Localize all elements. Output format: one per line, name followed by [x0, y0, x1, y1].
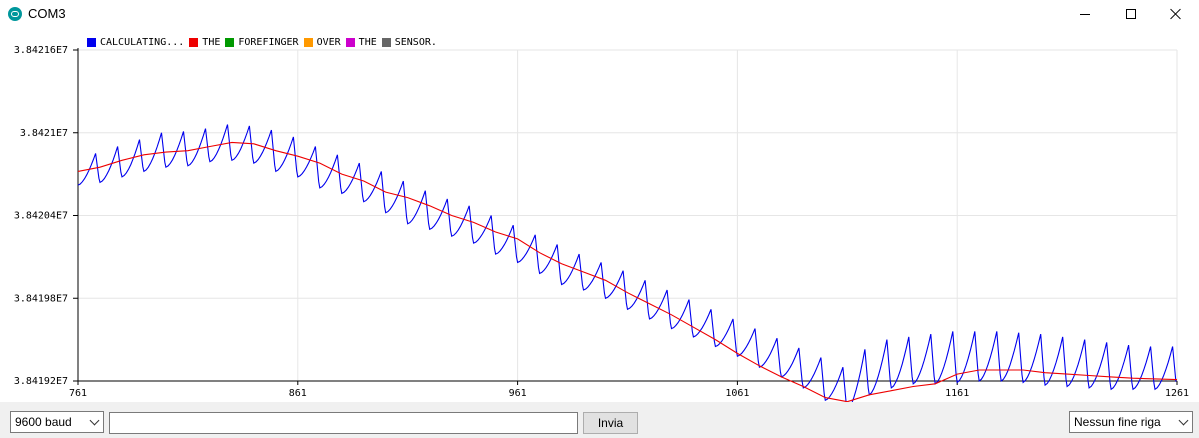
plot-area: 3.84216E7 3.8421E7 3.84204E7 3.84198E7 3.841…	[14, 45, 1189, 402]
series-lines	[77, 124, 1178, 402]
bottom-bar: 9600 baud Invia Nessun fine riga	[0, 402, 1199, 438]
legend-swatch	[345, 38, 355, 47]
y-tick-label: 3.8421E7	[20, 128, 68, 139]
line-ending-select[interactable]: Nessun fine riga	[1069, 411, 1193, 433]
series-line-calculating	[77, 124, 1177, 402]
window-title: COM3	[28, 6, 66, 21]
series-line-the	[77, 141, 1178, 402]
legend: CALCULATING... THE FOREFINGER OVER THE SENSOR…	[87, 37, 442, 48]
chevron-down-icon	[89, 415, 100, 426]
y-tick-label: 3.84192E7	[14, 376, 68, 387]
legend-swatch	[225, 38, 235, 47]
serial-plotter: 3.84216E7 3.8421E7 3.84204E7 3.84198E7 3.841…	[0, 28, 1199, 402]
x-tick-label: 861	[289, 388, 307, 399]
y-tick-labels: 3.84216E7 3.8421E7 3.84204E7 3.84198E7 3.841…	[14, 45, 68, 387]
line-ending-value: Nessun fine riga	[1074, 415, 1161, 429]
chevron-down-icon	[1178, 415, 1189, 426]
x-tick-label: 1161	[945, 388, 969, 399]
legend-label: CALCULATING...	[100, 37, 185, 48]
y-tick-label: 3.84204E7	[14, 211, 68, 222]
minimize-button[interactable]	[1062, 0, 1108, 28]
legend-swatch	[87, 38, 96, 47]
minimize-icon	[1080, 13, 1090, 15]
y-tick-label: 3.84216E7	[14, 45, 68, 56]
close-button[interactable]	[1153, 0, 1199, 28]
x-tick-labels: 761 861 961 1061 1161 1261	[69, 388, 1189, 399]
title-bar: COM3	[0, 0, 1199, 28]
x-tick-label: 961	[509, 388, 527, 399]
legend-label: OVER	[316, 37, 341, 48]
x-tick-label: 1261	[1165, 388, 1189, 399]
legend-item: CALCULATING...	[87, 37, 184, 48]
legend-item: THE	[345, 37, 377, 48]
baud-rate-select[interactable]: 9600 baud	[10, 411, 104, 433]
x-tick-label: 761	[69, 388, 87, 399]
legend-swatch	[303, 38, 313, 47]
baud-rate-value: 9600 baud	[15, 415, 72, 429]
legend-item: OVER	[303, 37, 341, 48]
legend-label: SENSOR.	[394, 37, 437, 48]
legend-label: THE	[202, 37, 221, 48]
legend-item: THE	[189, 37, 220, 48]
legend-swatch	[381, 38, 391, 47]
legend-item: SENSOR.	[381, 37, 437, 48]
legend-label: THE	[358, 37, 377, 48]
legend-label: FOREFINGER	[238, 37, 299, 48]
axes	[73, 48, 1178, 385]
grid	[77, 49, 1178, 382]
x-tick-label: 1061	[725, 388, 749, 399]
serial-input[interactable]	[109, 412, 578, 434]
arduino-icon	[8, 7, 22, 21]
maximize-icon	[1126, 9, 1136, 19]
legend-swatch	[189, 38, 199, 47]
maximize-button[interactable]	[1108, 0, 1154, 28]
send-button[interactable]: Invia	[583, 412, 638, 434]
y-tick-label: 3.84198E7	[14, 293, 68, 304]
close-icon	[1170, 8, 1182, 20]
legend-item: FOREFINGER	[225, 37, 299, 48]
